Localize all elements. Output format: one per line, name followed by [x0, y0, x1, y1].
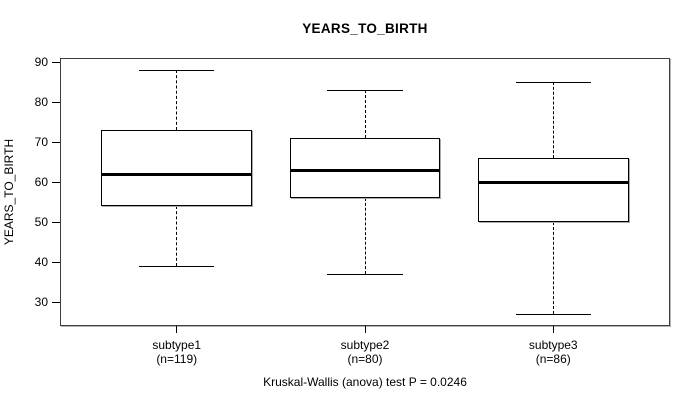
lower-whisker-cap: [327, 273, 403, 275]
y-axis-tick: [52, 221, 60, 223]
lower-whisker: [364, 198, 366, 274]
group-count: (n=80): [347, 351, 383, 366]
y-axis-tick: [52, 141, 60, 143]
group-count: (n=86): [535, 351, 571, 366]
y-axis-tick-label: 70: [34, 135, 48, 149]
iqr-box: [101, 130, 253, 206]
y-axis-tick: [52, 261, 60, 263]
upper-whisker-cap: [515, 81, 591, 83]
lower-whisker-cap: [515, 313, 591, 315]
y-axis-tick-label: 40: [34, 255, 48, 269]
iqr-box: [477, 158, 629, 222]
plot-frame: [60, 58, 670, 326]
median-line: [477, 180, 629, 184]
group-label: subtype3 (n=86): [483, 338, 623, 366]
lower-whisker: [176, 206, 178, 266]
group-count: (n=119): [156, 351, 198, 366]
y-axis-tick-label: 50: [34, 215, 48, 229]
upper-whisker-cap: [139, 69, 215, 71]
y-axis-tick-label: 80: [34, 95, 48, 109]
lower-whisker-cap: [139, 265, 215, 267]
group-name: subtype3: [528, 338, 578, 352]
upper-whisker: [552, 82, 554, 158]
x-axis-tick: [176, 326, 178, 333]
y-axis-tick-label: 60: [34, 175, 48, 189]
y-axis-tick-label: 90: [34, 55, 48, 69]
x-axis-tick: [364, 326, 366, 333]
chart-title: YEARS_TO_BIRTH: [302, 21, 428, 36]
upper-whisker-cap: [327, 89, 403, 91]
y-axis-tick: [52, 181, 60, 183]
y-axis-label: YEARS_TO_BIRTH: [2, 138, 16, 246]
median-line: [101, 172, 253, 176]
y-axis-tick: [52, 101, 60, 103]
lower-whisker: [552, 222, 554, 314]
median-line: [289, 168, 441, 172]
y-axis-tick-label: 30: [34, 295, 48, 309]
stats-caption: Kruskal-Wallis (anova) test P = 0.0246: [263, 375, 467, 389]
y-axis-tick: [52, 61, 60, 63]
group-label: subtype1 (n=119): [107, 338, 247, 366]
iqr-box: [289, 138, 441, 198]
y-axis-tick: [52, 301, 60, 303]
upper-whisker: [176, 70, 178, 130]
group-name: subtype1: [152, 338, 202, 352]
upper-whisker: [364, 90, 366, 138]
group-label: subtype2 (n=80): [295, 338, 435, 366]
x-axis-tick: [552, 326, 554, 333]
group-name: subtype2: [340, 338, 390, 352]
